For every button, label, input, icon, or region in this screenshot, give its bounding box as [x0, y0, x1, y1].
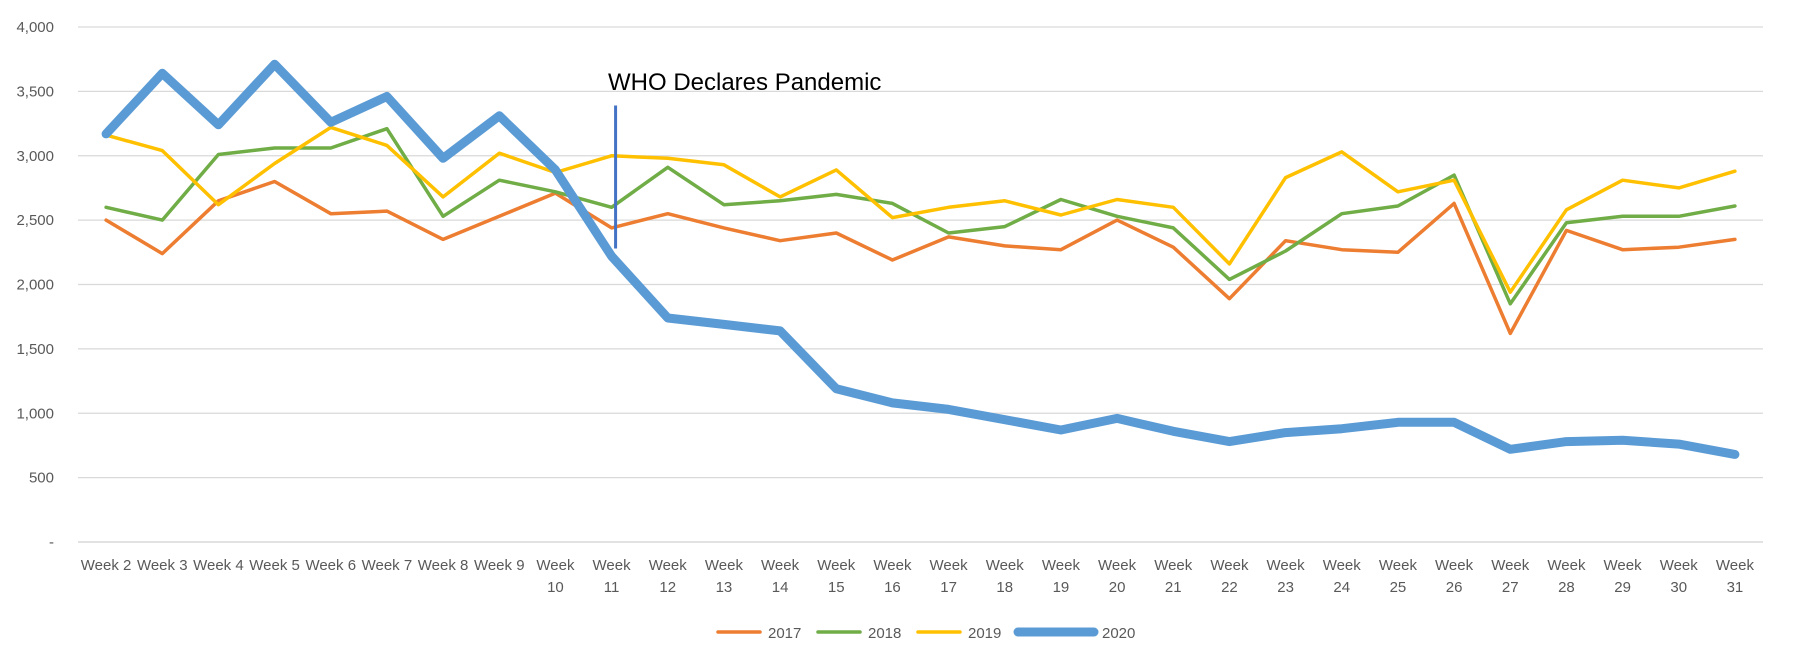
x-tick-label: Week 26	[1435, 557, 1474, 596]
y-tick-label: 1,000	[16, 405, 54, 422]
series-line-2020	[101, 59, 1740, 459]
x-tick-label: Week 23	[1267, 557, 1306, 596]
x-tick-label: Week 10	[536, 557, 575, 596]
x-tick-label: Week 16	[873, 557, 912, 596]
annotation-label: WHO Declares Pandemic	[608, 69, 881, 96]
y-tick-label: -	[49, 534, 54, 551]
y-tick-label: 3,000	[16, 148, 54, 165]
y-tick-label: 1,500	[16, 341, 54, 358]
x-tick-label: Week 19	[1042, 557, 1081, 596]
x-tick-label: Week 12	[649, 557, 688, 596]
series-line-2019	[104, 125, 1737, 294]
legend-label-2019: 2019	[968, 625, 1001, 642]
x-tick-label: Week 15	[817, 557, 856, 596]
x-tick-label: Week 18	[986, 557, 1025, 596]
x-tick-label: Week 4	[193, 557, 244, 574]
y-tick-label: 500	[29, 470, 54, 487]
x-tick-label: Week 6	[305, 557, 356, 574]
x-tick-label: Week 5	[249, 557, 300, 574]
x-tick-label: Week 21	[1154, 557, 1193, 596]
y-axis-ticks: - 500 1,000 1,500 2,000 2,500 3,000 3,500 4,000	[16, 19, 54, 551]
series-lines	[101, 59, 1740, 459]
legend-label-2018: 2018	[868, 625, 901, 642]
x-tick-label: Week 3	[137, 557, 188, 574]
x-tick-label: Week 25	[1379, 557, 1418, 596]
legend: 2017 2018 2019 2020	[716, 625, 1135, 642]
series-line-2017	[104, 179, 1737, 336]
series-line-2018	[104, 126, 1737, 306]
x-tick-label: Week 7	[362, 557, 413, 574]
x-tick-label: Week 24	[1323, 557, 1362, 596]
x-tick-label: Week 27	[1491, 557, 1530, 596]
legend-label-2017: 2017	[768, 625, 801, 642]
x-tick-label: Week 20	[1098, 557, 1137, 596]
x-tick-label: Week 17	[930, 557, 969, 596]
x-tick-label: Week 9	[474, 557, 525, 574]
x-axis-ticks: Week 2 Week 3 Week 4 Week 5 Week 6 Week 7 Week…	[81, 557, 1755, 596]
x-tick-label: Week 30	[1660, 557, 1699, 596]
x-tick-label: Week 2	[81, 557, 132, 574]
pandemic-annotation: WHO Declares Pandemic	[608, 69, 881, 249]
y-tick-label: 2,500	[16, 212, 54, 229]
gridlines	[78, 26, 1763, 543]
x-tick-label: Week 14	[761, 557, 800, 596]
y-tick-label: 4,000	[16, 19, 54, 36]
x-tick-label: Week 11	[593, 557, 632, 596]
x-tick-label: Week 8	[418, 557, 469, 574]
x-tick-label: Week 22	[1210, 557, 1249, 596]
x-tick-label: Week 31	[1716, 557, 1755, 596]
x-tick-label: Week 29	[1604, 557, 1643, 596]
y-tick-label: 3,500	[16, 83, 54, 100]
x-tick-label: Week 13	[705, 557, 744, 596]
x-tick-label: Week 28	[1547, 557, 1586, 596]
legend-label-2020: 2020	[1102, 625, 1135, 642]
y-tick-label: 2,000	[16, 277, 54, 294]
